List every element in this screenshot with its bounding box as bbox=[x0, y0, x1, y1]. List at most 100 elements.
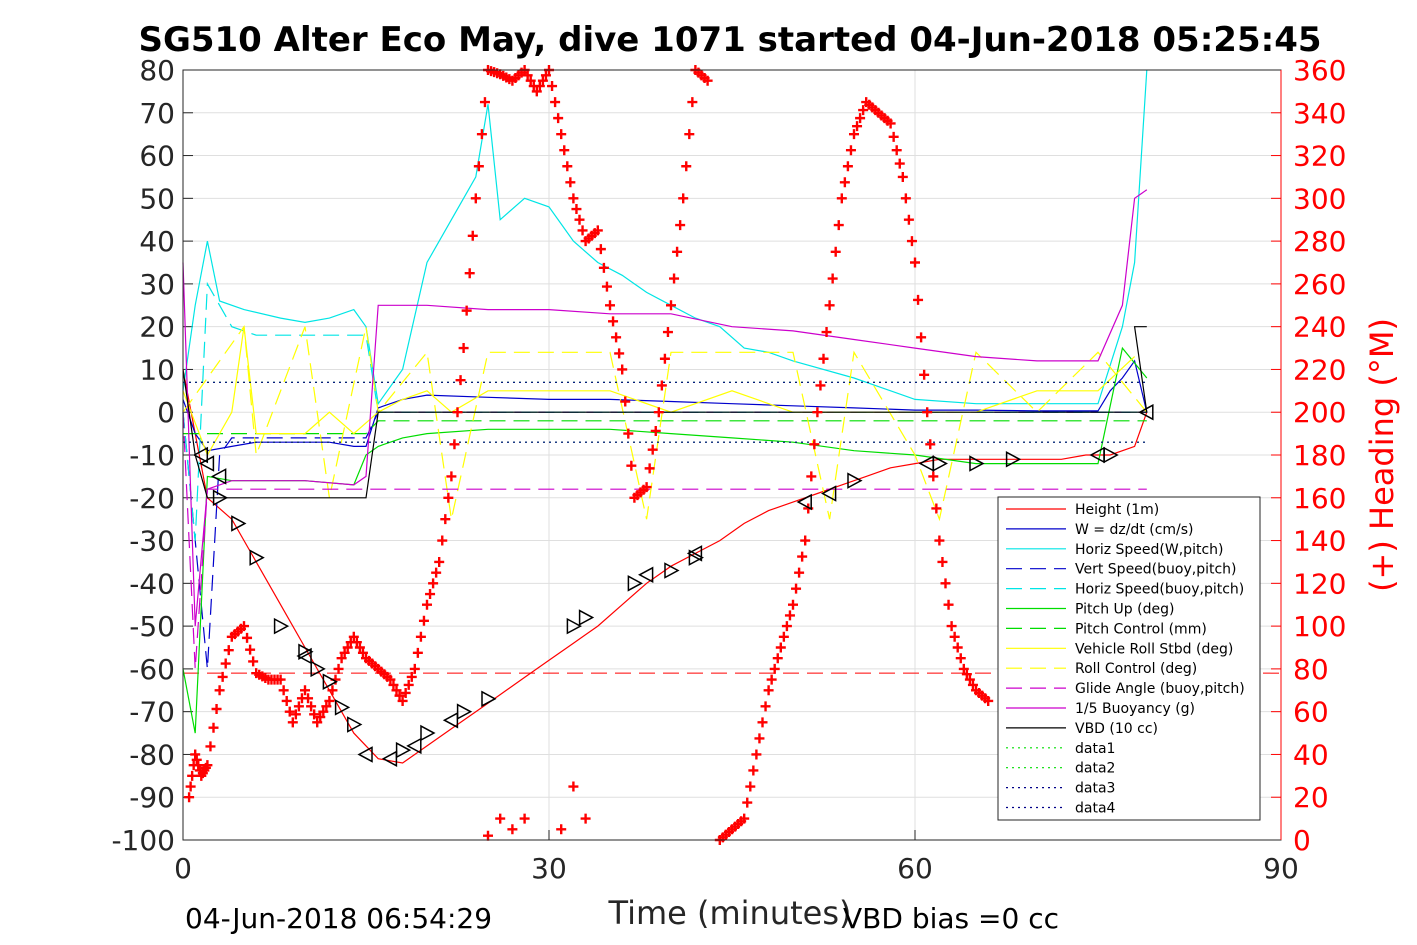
footer-timestamp: 04-Jun-2018 06:54:29 bbox=[185, 902, 492, 935]
heading-marker bbox=[312, 717, 323, 728]
heading-marker bbox=[531, 86, 542, 97]
heading-marker bbox=[910, 257, 920, 268]
heading-marker bbox=[422, 599, 432, 610]
heading-marker bbox=[403, 679, 414, 690]
heading-marker bbox=[553, 113, 564, 124]
series-line-11 bbox=[182, 326, 1148, 499]
heading-marker bbox=[672, 246, 683, 257]
heading-marker bbox=[281, 695, 292, 706]
heading-marker bbox=[961, 669, 972, 680]
triangle-left-marker bbox=[296, 647, 312, 665]
heading-marker bbox=[519, 813, 530, 824]
heading-marker bbox=[647, 444, 658, 455]
legend-items: Height (1m) W = dz/dt (cm/s) Horiz Speed(W… bbox=[1006, 502, 1245, 817]
heading-marker bbox=[913, 294, 924, 305]
heading-marker bbox=[540, 70, 551, 81]
heading-marker bbox=[617, 364, 628, 375]
heading-marker bbox=[964, 674, 975, 685]
right-tick-label: 20 bbox=[1293, 781, 1329, 814]
heading-marker bbox=[626, 460, 637, 471]
heading-marker bbox=[595, 244, 606, 255]
right-axis-label: (+) Heading (°M) bbox=[1363, 318, 1401, 592]
heading-marker bbox=[556, 129, 567, 140]
heading-marker bbox=[342, 642, 353, 653]
triangle-right-marker bbox=[481, 690, 497, 708]
heading-marker bbox=[605, 300, 615, 311]
legend-label: Pitch Control (mm) bbox=[1075, 621, 1207, 637]
heading-marker bbox=[446, 471, 457, 482]
heading-marker bbox=[852, 121, 863, 132]
heading-marker bbox=[428, 578, 439, 589]
triangle-left-marker bbox=[796, 493, 812, 511]
triangle-left-marker bbox=[211, 468, 227, 485]
triangle-left-marker bbox=[686, 545, 703, 562]
heading-marker bbox=[821, 327, 832, 338]
heading-marker bbox=[220, 658, 231, 669]
heading-marker bbox=[385, 674, 396, 685]
heading-marker bbox=[580, 813, 591, 824]
heading-marker bbox=[336, 653, 347, 664]
right-tick-label: 320 bbox=[1293, 140, 1346, 173]
right-tick-label: 280 bbox=[1293, 225, 1346, 258]
heading-marker bbox=[836, 193, 847, 204]
heading-marker bbox=[952, 642, 963, 653]
heading-marker bbox=[418, 615, 429, 626]
triangle-right-marker bbox=[322, 673, 338, 690]
heading-marker bbox=[537, 75, 548, 86]
left-tick-label: 60 bbox=[139, 140, 175, 173]
triangle-right-marker bbox=[969, 455, 985, 472]
heading-marker bbox=[620, 396, 631, 407]
x-tick-label: 90 bbox=[1263, 852, 1299, 885]
heading-marker bbox=[191, 754, 202, 765]
triangle-right-marker bbox=[395, 741, 412, 759]
heading-marker bbox=[483, 830, 493, 841]
heading-marker bbox=[300, 685, 310, 696]
heading-marker bbox=[284, 706, 295, 717]
triangle-right-marker bbox=[664, 562, 680, 579]
heading-marker bbox=[184, 792, 195, 803]
triangle-left-marker bbox=[821, 485, 837, 502]
heading-marker bbox=[571, 204, 582, 215]
legend-label: data1 bbox=[1075, 741, 1115, 757]
right-tick-label: 40 bbox=[1293, 738, 1329, 771]
heading-marker bbox=[669, 273, 680, 284]
chart-title: SG510 Alter Eco May, dive 1071 started 0… bbox=[138, 20, 1321, 60]
heading-marker bbox=[559, 145, 570, 156]
legend-label: Vert Speed(buoy,pitch) bbox=[1075, 562, 1237, 578]
left-axis-ticks: 80 70 60 50 40 30 20 10 0 -10 -20 -30 -40 -50 -60 -70 -8… bbox=[111, 54, 193, 857]
right-tick-label: 60 bbox=[1293, 696, 1329, 729]
heading-marker bbox=[955, 653, 966, 664]
triangle-left-marker bbox=[1089, 446, 1105, 464]
heading-marker bbox=[534, 81, 545, 92]
heading-marker bbox=[845, 145, 856, 156]
legend-label: data4 bbox=[1075, 801, 1116, 817]
heading-marker bbox=[666, 300, 676, 311]
heading-marker bbox=[824, 300, 835, 311]
heading-marker bbox=[922, 407, 933, 418]
heading-marker bbox=[577, 225, 588, 236]
heading-marker bbox=[958, 663, 969, 674]
right-tick-label: 120 bbox=[1293, 567, 1346, 600]
heading-marker bbox=[739, 813, 750, 824]
heading-markers bbox=[184, 65, 994, 845]
x-tick-label: 0 bbox=[174, 852, 192, 885]
heading-marker bbox=[659, 353, 670, 364]
heading-marker bbox=[391, 685, 402, 696]
heading-marker bbox=[772, 653, 783, 664]
heading-marker bbox=[470, 193, 481, 204]
heading-marker bbox=[333, 663, 344, 674]
left-tick-label: 80 bbox=[139, 54, 175, 87]
heading-marker bbox=[653, 407, 664, 418]
legend-label: Horiz Speed(W,pitch) bbox=[1075, 542, 1223, 558]
heading-marker bbox=[476, 129, 487, 140]
heading-marker bbox=[781, 621, 792, 632]
triangle-left-marker bbox=[406, 737, 422, 755]
heading-marker bbox=[245, 644, 256, 655]
heading-marker bbox=[644, 463, 655, 474]
heading-marker bbox=[757, 717, 768, 728]
right-tick-label: 340 bbox=[1293, 97, 1346, 130]
left-tick-label: 40 bbox=[139, 225, 175, 258]
heading-marker bbox=[479, 97, 490, 108]
heading-marker bbox=[321, 701, 332, 712]
